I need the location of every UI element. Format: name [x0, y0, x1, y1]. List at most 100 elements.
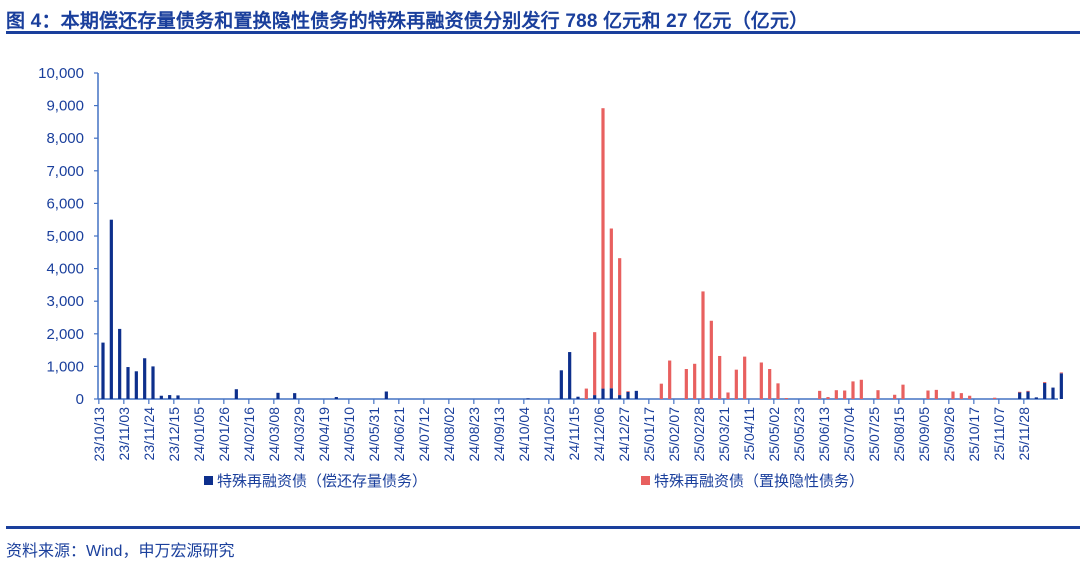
y-tick-label: 3,000 [46, 293, 84, 310]
x-tick-label: 24/08/23 [466, 407, 482, 462]
x-tick-label: 25/10/17 [966, 407, 982, 462]
y-tick-label: 0 [76, 391, 84, 408]
bar-repay-stock-debt [576, 396, 580, 399]
bar-repay-stock-debt [626, 391, 630, 399]
bar-repay-stock-debt [1034, 397, 1038, 399]
x-tick-label: 25/02/07 [666, 407, 682, 462]
bar-repay-stock-debt [159, 395, 163, 399]
y-tick-label: 7,000 [46, 163, 84, 180]
x-tick-label: 25/08/15 [891, 407, 907, 462]
bar-replace-hidden-debt [893, 394, 897, 399]
bar-replace-hidden-debt [959, 393, 963, 399]
x-tick-label: 24/12/27 [616, 407, 632, 462]
bar-repay-stock-debt [293, 393, 297, 399]
bar-replace-hidden-debt [709, 320, 713, 399]
x-tick-label: 24/03/29 [291, 407, 307, 462]
x-tick-label: 25/07/25 [866, 407, 882, 462]
bar-replace-hidden-debt [843, 390, 847, 399]
bar-replace-hidden-debt [759, 362, 763, 399]
x-tick-label: 25/07/04 [841, 407, 857, 462]
bar-repay-stock-debt [526, 398, 530, 400]
x-tick-label: 23/11/24 [141, 407, 157, 461]
y-tick-label: 1,000 [46, 358, 84, 375]
x-tick-label: 25/01/17 [641, 407, 657, 462]
bar-repay-stock-debt [234, 389, 238, 399]
bar-replace-hidden-debt [951, 391, 955, 399]
x-tick-label: 23/12/15 [166, 407, 182, 462]
x-tick-label: 24/07/12 [416, 407, 432, 462]
legend-item-series-2: 特殊再融资债（置换隐性债务） [641, 470, 864, 491]
bar-repay-stock-debt [559, 370, 563, 399]
x-tick-label: 24/02/16 [241, 407, 257, 462]
source-note: 资料来源：Wind，申万宏源研究 [6, 543, 235, 560]
bar-replace-hidden-debt [618, 258, 622, 396]
x-tick-label: 24/11/15 [566, 407, 582, 461]
bar-repay-stock-debt [334, 397, 338, 399]
bar-replace-hidden-debt [968, 395, 972, 399]
chart-title: 图 4：本期偿还存量债务和置换隐性债务的特殊再融资债分别发行 788 亿元和 2… [6, 11, 809, 32]
bar-replace-hidden-debt [609, 228, 613, 389]
bar-replace-hidden-debt [901, 384, 905, 399]
bar-repay-stock-debt [634, 390, 638, 399]
y-tick-label: 9,000 [46, 98, 84, 115]
bar-repay-stock-debt [601, 388, 605, 399]
legend-label: 特殊再融资债（置换隐性债务） [654, 473, 865, 490]
x-tick-label: 24/08/02 [441, 407, 457, 462]
x-tick-label: 24/01/26 [216, 407, 232, 462]
bar-repay-stock-debt [118, 328, 122, 399]
x-tick-label: 24/01/05 [191, 407, 207, 462]
bar-replace-hidden-debt [701, 291, 705, 399]
bar-repay-stock-debt [1051, 387, 1055, 399]
bar-replace-hidden-debt [743, 356, 747, 399]
x-tick-label: 25/04/11 [741, 407, 757, 461]
bar-replace-hidden-debt [876, 390, 880, 399]
x-tick-label: 24/09/13 [491, 407, 507, 462]
bar-repay-stock-debt [593, 395, 597, 399]
x-tick-label: 25/09/26 [941, 407, 957, 462]
x-tick-label: 25/06/13 [816, 407, 832, 462]
title-divider [6, 31, 1080, 34]
bar-replace-hidden-debt [1026, 390, 1030, 392]
bar-repay-stock-debt [1043, 383, 1047, 399]
y-tick-label: 6,000 [46, 195, 84, 212]
x-tick-label: 25/05/23 [791, 407, 807, 462]
bar-repay-stock-debt [176, 395, 180, 399]
bar-replace-hidden-debt [926, 390, 930, 399]
x-tick-label: 25/09/05 [916, 407, 932, 462]
x-tick-label: 25/05/02 [766, 407, 782, 462]
bar-repay-stock-debt [1059, 373, 1063, 399]
x-tick-label: 25/02/28 [691, 407, 707, 462]
x-tick-label: 24/05/10 [341, 407, 357, 462]
bar-repay-stock-debt [134, 371, 138, 399]
bar-replace-hidden-debt [784, 398, 788, 399]
x-tick-label: 24/03/08 [266, 407, 282, 462]
bar-replace-hidden-debt [693, 363, 697, 399]
bar-replace-hidden-debt [818, 390, 822, 399]
bar-repay-stock-debt [151, 366, 155, 399]
bar-repay-stock-debt [568, 352, 572, 399]
y-tick-label: 8,000 [46, 130, 84, 147]
x-tick-label: 25/03/21 [716, 407, 732, 462]
legend-swatch-red [641, 476, 650, 485]
x-tick-label: 25/11/07 [991, 407, 1007, 461]
bar-repay-stock-debt [168, 395, 172, 399]
bar-replace-hidden-debt [659, 383, 663, 399]
bar-replace-hidden-debt [668, 360, 672, 399]
bar-replace-hidden-debt [734, 369, 738, 399]
bar-replace-hidden-debt [934, 389, 938, 399]
bar-repay-stock-debt [384, 391, 388, 399]
y-tick-label: 5,000 [46, 228, 84, 245]
bar-repay-stock-debt [609, 388, 613, 399]
bar-replace-hidden-debt [718, 355, 722, 399]
bar-repay-stock-debt [1018, 392, 1022, 399]
x-tick-label: 24/10/25 [541, 407, 557, 462]
bar-chart: 0 1,000 2,000 3,000 4,000 5,000 6,000 7,000 8,00… [38, 65, 1063, 462]
y-tick-label: 10,000 [38, 65, 84, 82]
bar-replace-hidden-debt [993, 397, 997, 399]
x-tick-label: 24/12/06 [591, 407, 607, 462]
bar-replace-hidden-debt [826, 397, 830, 399]
bar-replace-hidden-debt [851, 381, 855, 399]
bar-repay-stock-debt [109, 219, 113, 399]
bar-repay-stock-debt [276, 392, 280, 399]
x-tick-label: 24/06/21 [391, 407, 407, 462]
